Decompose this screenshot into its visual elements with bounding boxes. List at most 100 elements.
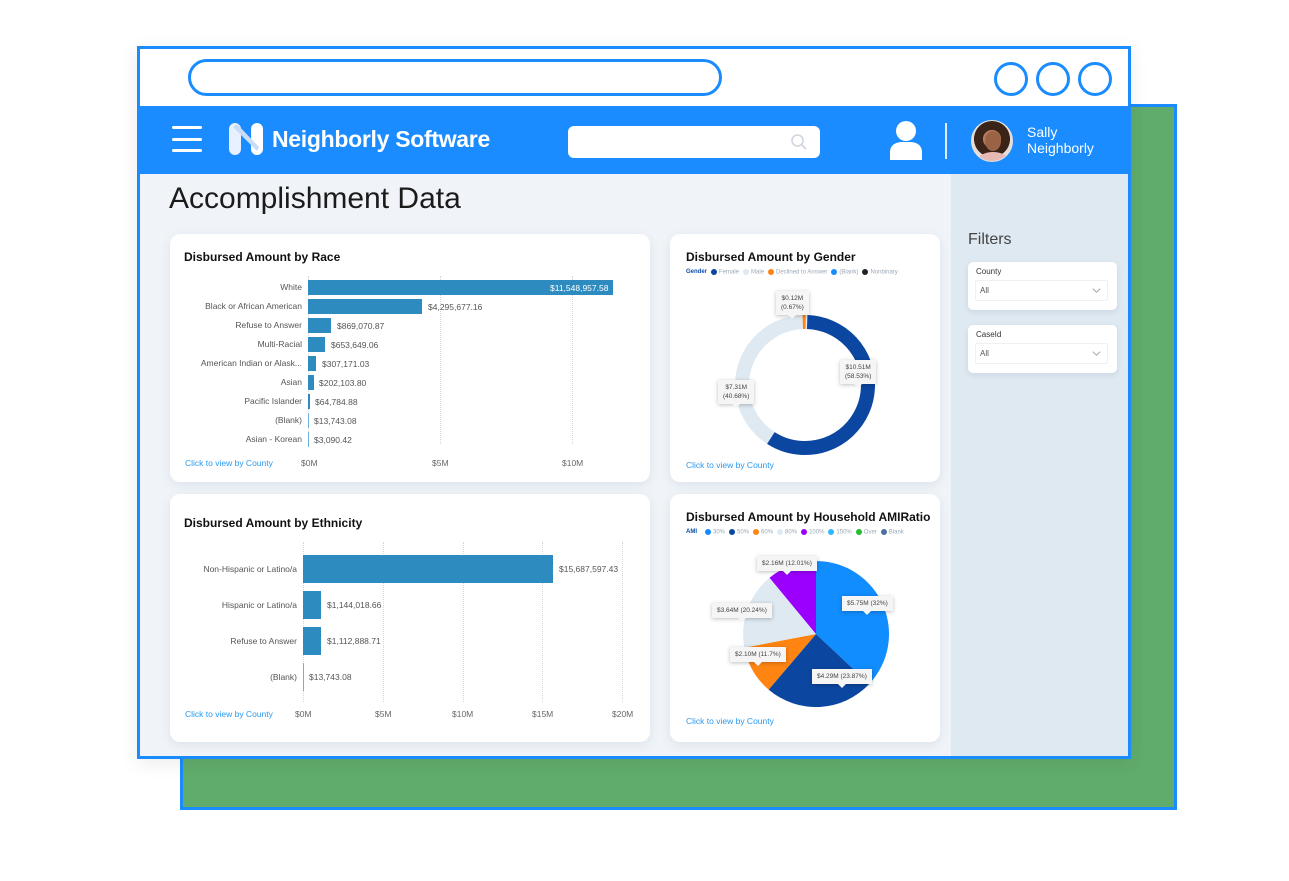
filters-panel: Filters County All CaseId All <box>951 174 1128 756</box>
bar-value: $307,171.03 <box>322 359 370 369</box>
filter-label: CaseId <box>976 330 1002 339</box>
data-label-50: $4.29M (23.87%) <box>812 669 872 688</box>
bar-label: Black or African American <box>205 301 302 311</box>
user-first-name: Sally <box>1027 124 1058 140</box>
menu-icon[interactable] <box>172 126 202 152</box>
legend-item[interactable]: 150% <box>828 529 852 536</box>
card-title: Disbursed Amount by Ethnicity <box>184 516 363 530</box>
app-header: Neighborly Software Sally Neighborly <box>140 106 1128 174</box>
bar[interactable] <box>308 280 613 295</box>
caseid-select[interactable]: All <box>975 343 1108 364</box>
card-title: Disbursed Amount by Gender <box>686 250 856 264</box>
gender-chart-card: Disbursed Amount by Gender Gender Female… <box>670 234 940 482</box>
legend-item[interactable]: Nonbinary <box>862 269 898 276</box>
bar[interactable] <box>308 375 314 390</box>
legend-item[interactable]: Declined to Answer <box>768 269 827 276</box>
bar[interactable] <box>308 299 422 314</box>
data-label-male: $7.31M (40.68%) <box>718 380 755 408</box>
view-by-county-link[interactable]: Click to view by County <box>185 458 273 468</box>
bar-label: White <box>280 282 302 292</box>
axis-tick: $5M <box>375 709 392 719</box>
axis-tick: $0M <box>295 709 312 719</box>
window-control-button[interactable] <box>1036 62 1070 96</box>
page-title: Accomplishment Data <box>169 182 461 215</box>
window-control-button[interactable] <box>994 62 1028 96</box>
bar[interactable] <box>308 394 310 409</box>
search-icon[interactable] <box>790 133 808 151</box>
browser-chrome <box>140 49 1128 106</box>
legend-item[interactable]: 50% <box>729 529 749 536</box>
bar-value: $653,649.06 <box>331 340 379 350</box>
bar[interactable] <box>303 663 304 691</box>
legend-item[interactable]: 100% <box>801 529 824 536</box>
bar[interactable] <box>308 318 331 333</box>
bar[interactable] <box>303 627 321 655</box>
avatar[interactable] <box>971 120 1013 162</box>
filter-value: All <box>980 286 989 295</box>
bar-value: $1,144,018.66 <box>327 600 382 610</box>
data-label-declined: $0.12M (0.67%) <box>776 291 809 319</box>
legend-item[interactable]: Female <box>711 269 739 276</box>
data-label-80: $3.64M (20.24%) <box>712 603 772 622</box>
bar-label: (Blank) <box>270 672 297 682</box>
bar[interactable] <box>308 356 316 371</box>
chevron-down-icon[interactable] <box>1092 286 1101 295</box>
filter-caseid: CaseId All <box>968 325 1117 373</box>
filter-county: County All <box>968 262 1117 310</box>
bar-value: $869,070.87 <box>337 321 385 331</box>
legend-item[interactable]: 30% <box>705 529 725 536</box>
bar[interactable] <box>308 413 309 428</box>
bar-label: (Blank) <box>275 415 302 425</box>
axis-tick: $10M <box>562 458 584 468</box>
browser-window: Neighborly Software Sally Neighborly <box>137 46 1131 759</box>
race-chart-card: Disbursed Amount by Race White $11,548,9… <box>170 234 650 482</box>
search-input[interactable] <box>568 126 820 158</box>
chevron-down-icon[interactable] <box>1092 349 1101 358</box>
bar[interactable] <box>303 591 321 619</box>
axis-tick: $15M <box>532 709 554 719</box>
bar-label: Refuse to Answer <box>235 320 302 330</box>
view-by-county-link[interactable]: Click to view by County <box>185 709 273 719</box>
bar-value: $3,090.42 <box>314 435 352 445</box>
ethnicity-chart-card: Disbursed Amount by Ethnicity Non-Hispan… <box>170 494 650 742</box>
view-by-county-link[interactable]: Click to view by County <box>686 716 774 726</box>
legend-item[interactable]: 80% <box>777 529 797 536</box>
legend-item[interactable]: (Blank) <box>831 269 858 276</box>
legend-item[interactable]: Over <box>855 529 877 536</box>
legend-item[interactable]: Blank <box>880 529 904 536</box>
card-title: Disbursed Amount by Race <box>184 250 341 264</box>
bar[interactable] <box>308 432 309 447</box>
legend-item[interactable]: 60% <box>753 529 773 536</box>
bar-label: Non-Hispanic or Latino/a <box>203 564 297 574</box>
bar[interactable] <box>303 555 553 583</box>
gender-legend: Gender Female Male Declined to Answer (B… <box>686 269 898 276</box>
filter-value: All <box>980 349 989 358</box>
user-icon[interactable] <box>888 120 924 160</box>
view-by-county-link[interactable]: Click to view by County <box>686 460 774 470</box>
bar-label: Asian - Korean <box>245 434 302 444</box>
bar[interactable] <box>308 337 325 352</box>
data-label-100: $2.16M (12.01%) <box>757 556 817 575</box>
neighborly-logo-icon <box>229 123 263 155</box>
address-bar[interactable] <box>188 59 722 96</box>
axis-tick: $10M <box>452 709 474 719</box>
data-label-60: $2.10M (11.7%) <box>730 647 786 666</box>
ami-chart-card: Disbursed Amount by Household AMIRatio A… <box>670 494 940 742</box>
window-control-button[interactable] <box>1078 62 1112 96</box>
data-label-30: $5.75M (32%) <box>842 596 893 615</box>
bar-value: $15,687,597.43 <box>559 564 619 574</box>
bar-value: $13,743.08 <box>309 672 352 682</box>
ami-pie-chart[interactable] <box>742 560 890 708</box>
filter-label: County <box>976 267 1002 276</box>
user-name[interactable]: Sally Neighborly <box>1027 124 1094 156</box>
bar-value: $4,295,677.16 <box>428 302 483 312</box>
user-last-name: Neighborly <box>1027 140 1094 156</box>
legend-item[interactable]: Male <box>743 269 764 276</box>
main-content: Accomplishment Data Disbursed Amount by … <box>140 174 951 756</box>
bar-value: $13,743.08 <box>314 416 357 426</box>
brand-name[interactable]: Neighborly Software <box>272 126 490 152</box>
county-select[interactable]: All <box>975 280 1108 301</box>
bar-label: Refuse to Answer <box>230 636 297 646</box>
header-divider <box>945 123 947 159</box>
bar-label: Hispanic or Latino/a <box>221 600 297 610</box>
